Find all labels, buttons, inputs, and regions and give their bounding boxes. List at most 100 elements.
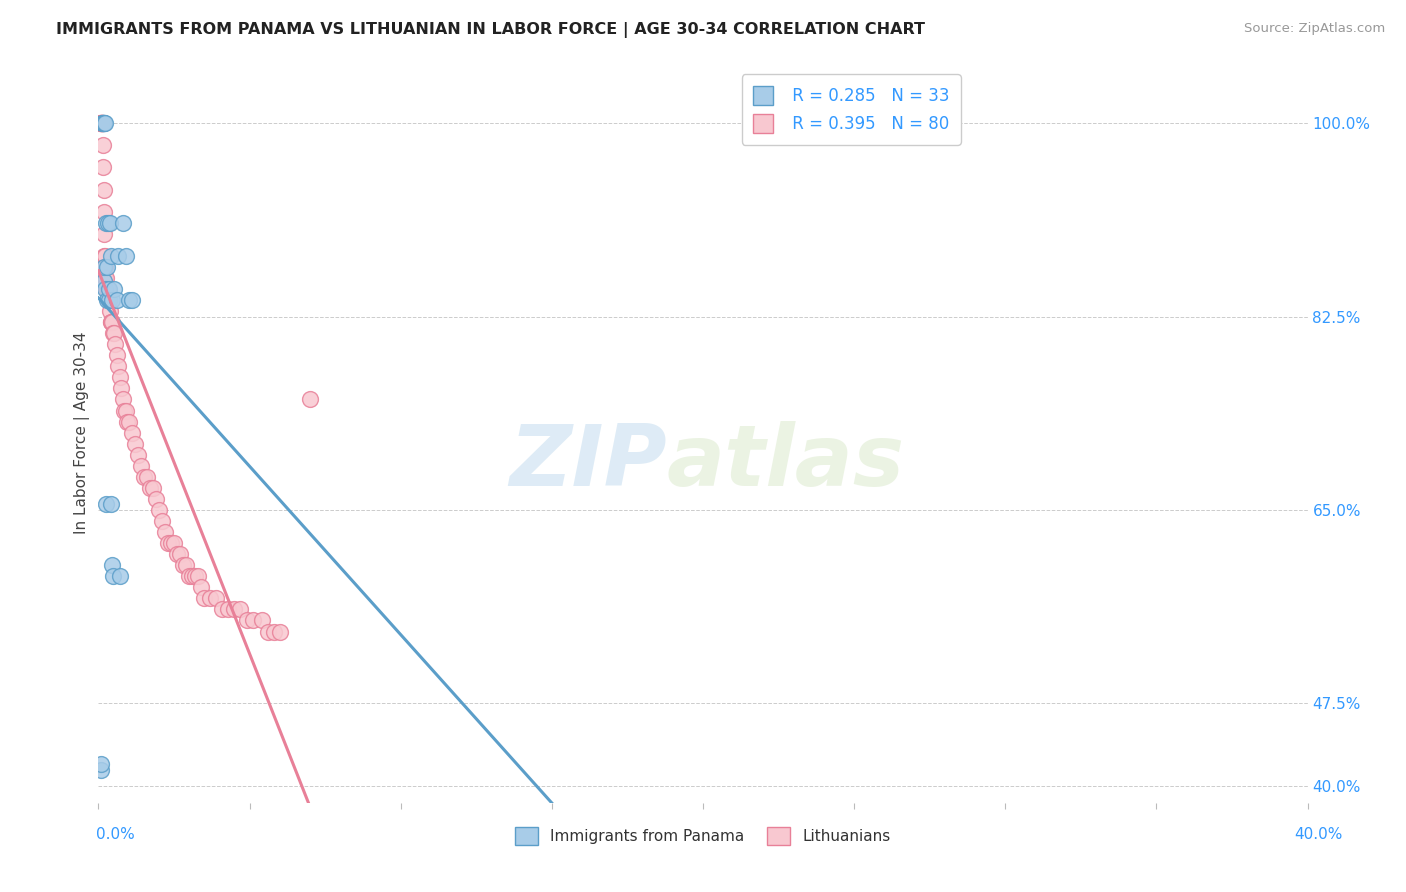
Point	[184, 569, 207, 583]
Point	[150, 514, 173, 528]
Point	[169, 547, 191, 561]
Point	[96, 260, 118, 274]
Point	[187, 569, 209, 583]
Point	[100, 315, 122, 329]
Point	[114, 249, 136, 263]
Point	[93, 182, 115, 196]
Point	[93, 204, 115, 219]
Point	[111, 216, 134, 230]
Legend: Immigrants from Panama, Lithuanians: Immigrants from Panama, Lithuanians	[509, 821, 897, 851]
Point	[90, 757, 112, 772]
Point	[93, 260, 115, 274]
Point	[179, 569, 201, 583]
Point	[256, 624, 278, 639]
Point	[101, 326, 124, 341]
Point	[94, 282, 117, 296]
Point	[103, 326, 125, 341]
Point	[96, 282, 118, 296]
Point	[97, 216, 120, 230]
Point	[91, 116, 114, 130]
Point	[181, 569, 204, 583]
Point	[166, 547, 188, 561]
Point	[193, 591, 215, 606]
Point	[142, 481, 165, 495]
Text: atlas: atlas	[666, 421, 905, 504]
Point	[94, 116, 117, 130]
Point	[100, 249, 122, 263]
Point	[94, 216, 117, 230]
Text: ZIP: ZIP	[509, 421, 666, 504]
Point	[110, 381, 132, 395]
Point	[112, 403, 135, 417]
Point	[121, 425, 143, 440]
Point	[124, 436, 146, 450]
Point	[91, 116, 114, 130]
Point	[91, 161, 114, 175]
Point	[101, 315, 124, 329]
Point	[91, 116, 114, 130]
Point	[96, 282, 118, 296]
Point	[98, 216, 121, 230]
Point	[93, 116, 115, 130]
Point	[94, 282, 117, 296]
Point	[96, 498, 118, 512]
Point	[91, 116, 114, 130]
Point	[108, 569, 131, 583]
Point	[145, 491, 167, 506]
Point	[115, 415, 138, 429]
Point	[132, 470, 155, 484]
Point	[97, 293, 120, 307]
Text: 40.0%: 40.0%	[1295, 827, 1343, 841]
Y-axis label: In Labor Force | Age 30-34: In Labor Force | Age 30-34	[75, 331, 90, 534]
Point	[217, 602, 239, 616]
Point	[91, 116, 114, 130]
Point	[91, 138, 114, 153]
Point	[93, 274, 115, 288]
Point	[91, 116, 114, 130]
Point	[90, 116, 112, 130]
Point	[98, 282, 121, 296]
Point	[250, 614, 273, 628]
Point	[190, 580, 212, 594]
Point	[93, 249, 115, 263]
Point	[263, 624, 285, 639]
Point	[98, 293, 121, 307]
Point	[104, 337, 127, 351]
Point	[163, 536, 186, 550]
Point	[148, 503, 170, 517]
Text: Source: ZipAtlas.com: Source: ZipAtlas.com	[1244, 22, 1385, 36]
Point	[94, 271, 117, 285]
Point	[205, 591, 228, 606]
Point	[242, 614, 264, 628]
Point	[118, 415, 141, 429]
Point	[211, 602, 233, 616]
Point	[105, 348, 128, 362]
Point	[90, 116, 112, 130]
Point	[98, 304, 121, 318]
Point	[129, 458, 152, 473]
Point	[96, 282, 118, 296]
Text: 0.0%: 0.0%	[96, 827, 135, 841]
Point	[111, 392, 134, 407]
Point	[121, 293, 143, 307]
Point	[200, 591, 222, 606]
Point	[160, 536, 183, 550]
Point	[94, 260, 117, 274]
Point	[139, 481, 162, 495]
Point	[135, 470, 157, 484]
Point	[100, 498, 122, 512]
Point	[101, 569, 124, 583]
Point	[90, 116, 112, 130]
Point	[229, 602, 252, 616]
Point	[224, 602, 246, 616]
Point	[100, 315, 122, 329]
Point	[127, 448, 149, 462]
Point	[156, 536, 179, 550]
Point	[105, 293, 128, 307]
Point	[101, 558, 124, 573]
Point	[172, 558, 194, 573]
Point	[269, 624, 291, 639]
Point	[97, 293, 120, 307]
Point	[93, 116, 115, 130]
Point	[103, 282, 125, 296]
